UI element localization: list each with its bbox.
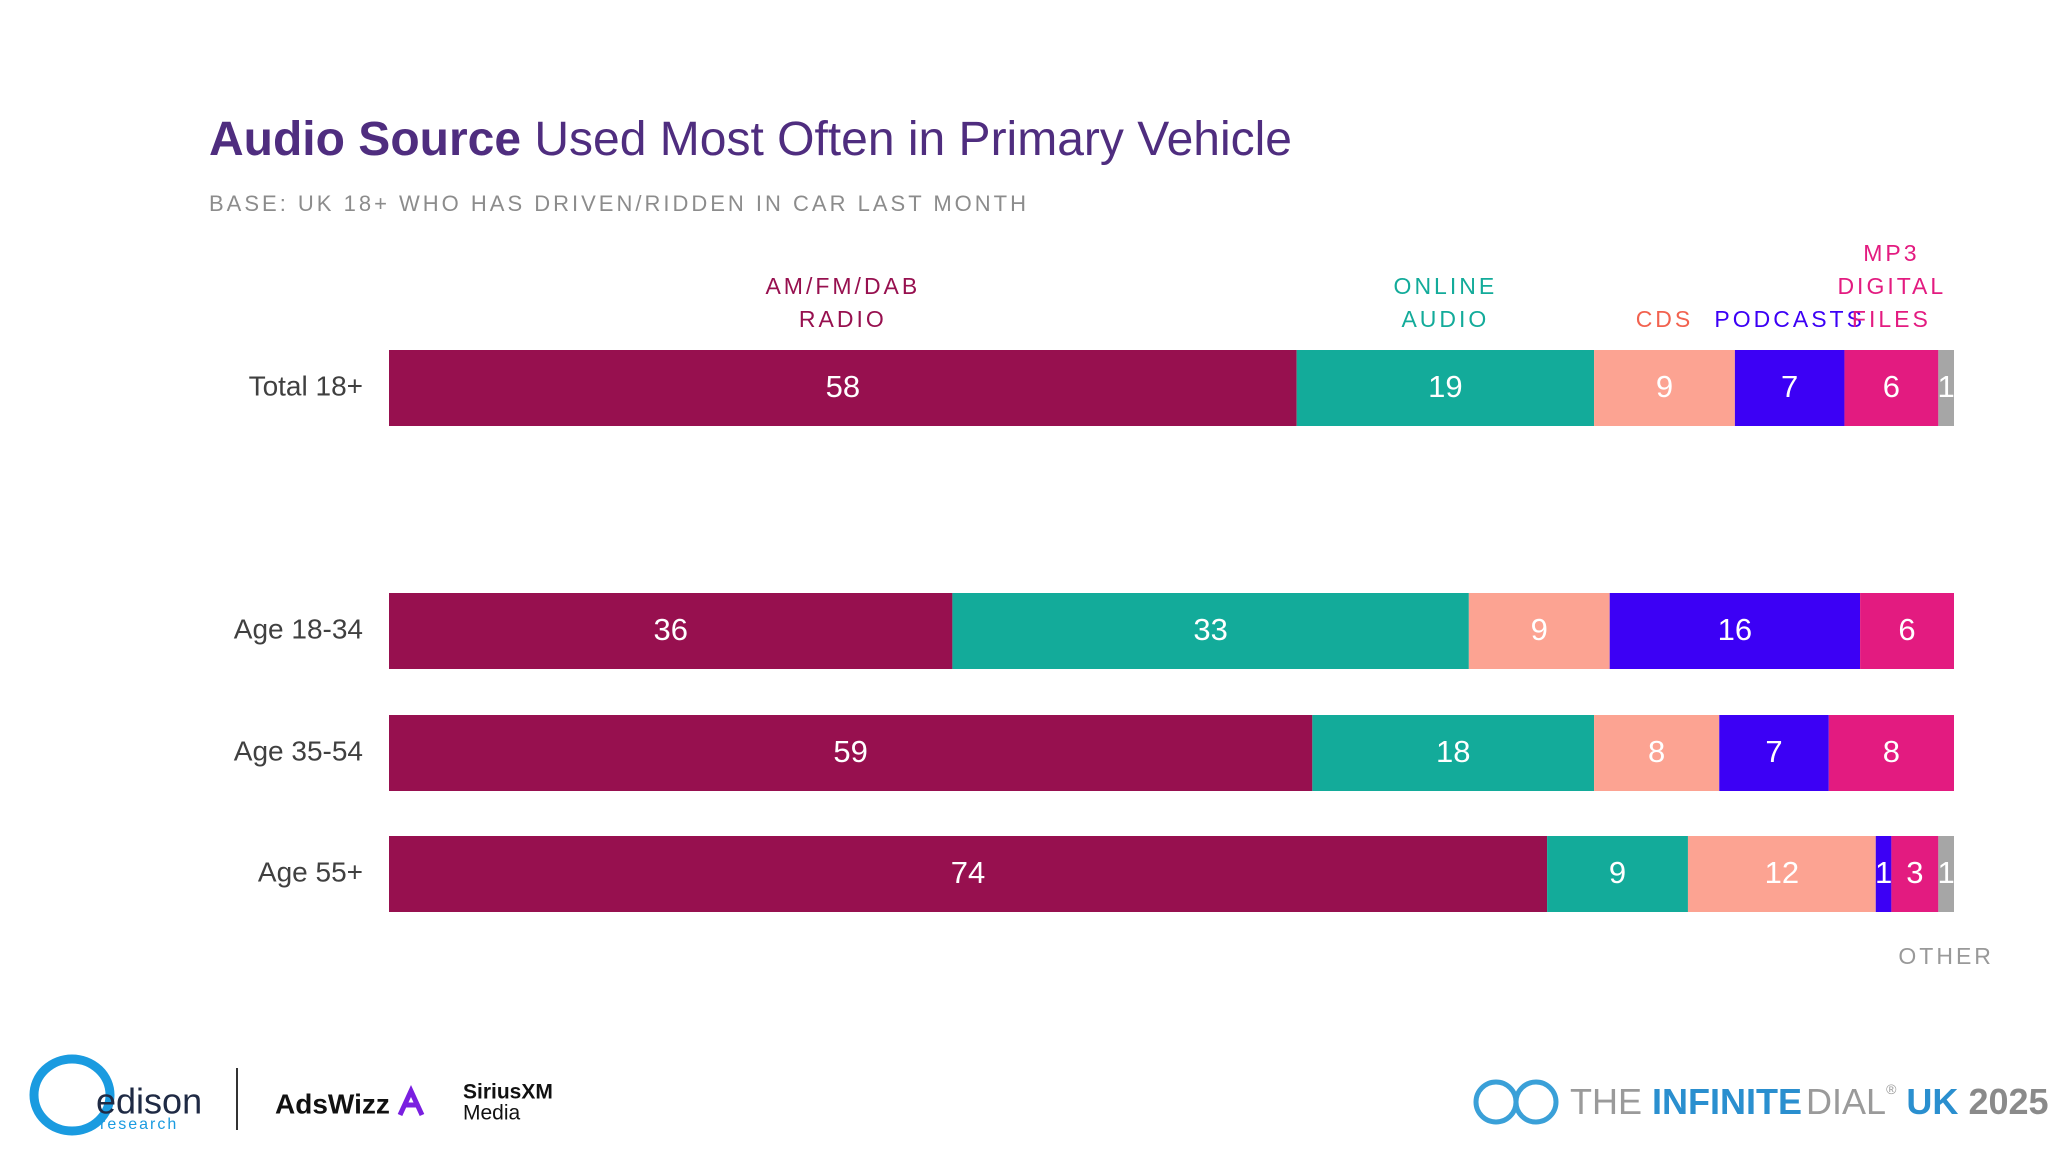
value-label: 8: [1648, 734, 1665, 769]
bar-segment: [389, 350, 1297, 426]
bar-segment: [1594, 715, 1720, 791]
legend-label: OTHER: [1898, 943, 1994, 969]
bar-segment: [1547, 836, 1688, 912]
value-label: 74: [951, 855, 985, 890]
bar-segment: [1938, 350, 1954, 426]
value-label: 7: [1765, 734, 1782, 769]
bar-segment: [1875, 836, 1892, 912]
bar-segment: [389, 593, 953, 669]
value-label: 1: [1875, 855, 1892, 890]
bar-segment: [1891, 836, 1939, 912]
adswizz-text: AdsWizz: [275, 1088, 390, 1119]
value-label: 3: [1906, 855, 1923, 890]
value-label: 9: [1609, 855, 1626, 890]
dial-infinite: INFINITE: [1652, 1081, 1802, 1122]
value-label: 9: [1656, 369, 1673, 404]
value-label: 1: [1938, 369, 1955, 404]
logos: [29, 1054, 1559, 1136]
category-label: Age 35-54: [234, 735, 363, 766]
value-label: 18: [1436, 734, 1470, 769]
bar-segment: [1828, 715, 1954, 791]
category-label: Total 18+: [249, 370, 363, 401]
bar-segment: [1860, 593, 1954, 669]
bar-segment: [1468, 593, 1610, 669]
dial-year: 2025: [1968, 1081, 2048, 1122]
value-label: 16: [1718, 612, 1752, 647]
value-label: 6: [1883, 369, 1900, 404]
bar-segment: [1734, 350, 1845, 426]
research-text: research: [100, 1116, 178, 1133]
value-label: 36: [653, 612, 687, 647]
title-bold: Audio Source: [209, 113, 522, 166]
dial-text: THE INFINITE DIAL® UK 2025: [1570, 1067, 2049, 1122]
bar-segment: [1594, 350, 1735, 426]
media-text: Media: [463, 1102, 521, 1125]
value-label: 1: [1938, 855, 1955, 890]
bar-segment: [952, 593, 1469, 669]
edison-logo: [29, 1054, 115, 1136]
dial-uk: UK: [1906, 1081, 1958, 1122]
bar-segment: [389, 715, 1313, 791]
bar-segment: [1296, 350, 1595, 426]
value-label: 19: [1428, 369, 1462, 404]
legend-label: AM/FM/DAB RADIO: [765, 273, 921, 332]
value-label: 59: [833, 734, 867, 769]
chart-title: Audio Source Used Most Often in Primary …: [209, 112, 1292, 167]
adswizz-mark: [397, 1084, 425, 1117]
value-label: 8: [1883, 734, 1900, 769]
dial-reg: ®: [1886, 1081, 1897, 1097]
value-label: 9: [1531, 612, 1548, 647]
value-label: 58: [826, 369, 860, 404]
legend-label: MP3 DIGITAL FILES: [1837, 240, 1947, 332]
category-label: Age 18-34: [234, 613, 363, 644]
title-rest: Used Most Often in Primary Vehicle: [534, 113, 1292, 166]
value-label: 7: [1781, 369, 1798, 404]
siriusxm-text: SiriusXM: [463, 1081, 553, 1104]
dial-the: THE: [1570, 1081, 1642, 1122]
legend-label: PODCASTS: [1714, 306, 1865, 332]
bar-segment: [1687, 836, 1876, 912]
chart-subtitle: BASE: UK 18+ WHO HAS DRIVEN/RIDDEN IN CA…: [209, 191, 1029, 216]
bar-segment: [389, 836, 1548, 912]
bar-segment: [1938, 836, 1954, 912]
legend-label: CDS: [1635, 306, 1694, 332]
value-label: 6: [1898, 612, 1915, 647]
edison-text: edison: [96, 1081, 202, 1122]
dial-logo: [1473, 1079, 1559, 1125]
bar-segment: [1844, 350, 1939, 426]
legend-label: ONLINE AUDIO: [1393, 273, 1498, 332]
value-label: 12: [1765, 855, 1799, 890]
bar-segment: [1719, 715, 1829, 791]
bar-segment: [1312, 715, 1595, 791]
bar-segment: [1609, 593, 1861, 669]
value-label: 33: [1193, 612, 1227, 647]
dial-dial: DIAL: [1806, 1081, 1886, 1122]
category-label: Age 55+: [258, 856, 363, 887]
